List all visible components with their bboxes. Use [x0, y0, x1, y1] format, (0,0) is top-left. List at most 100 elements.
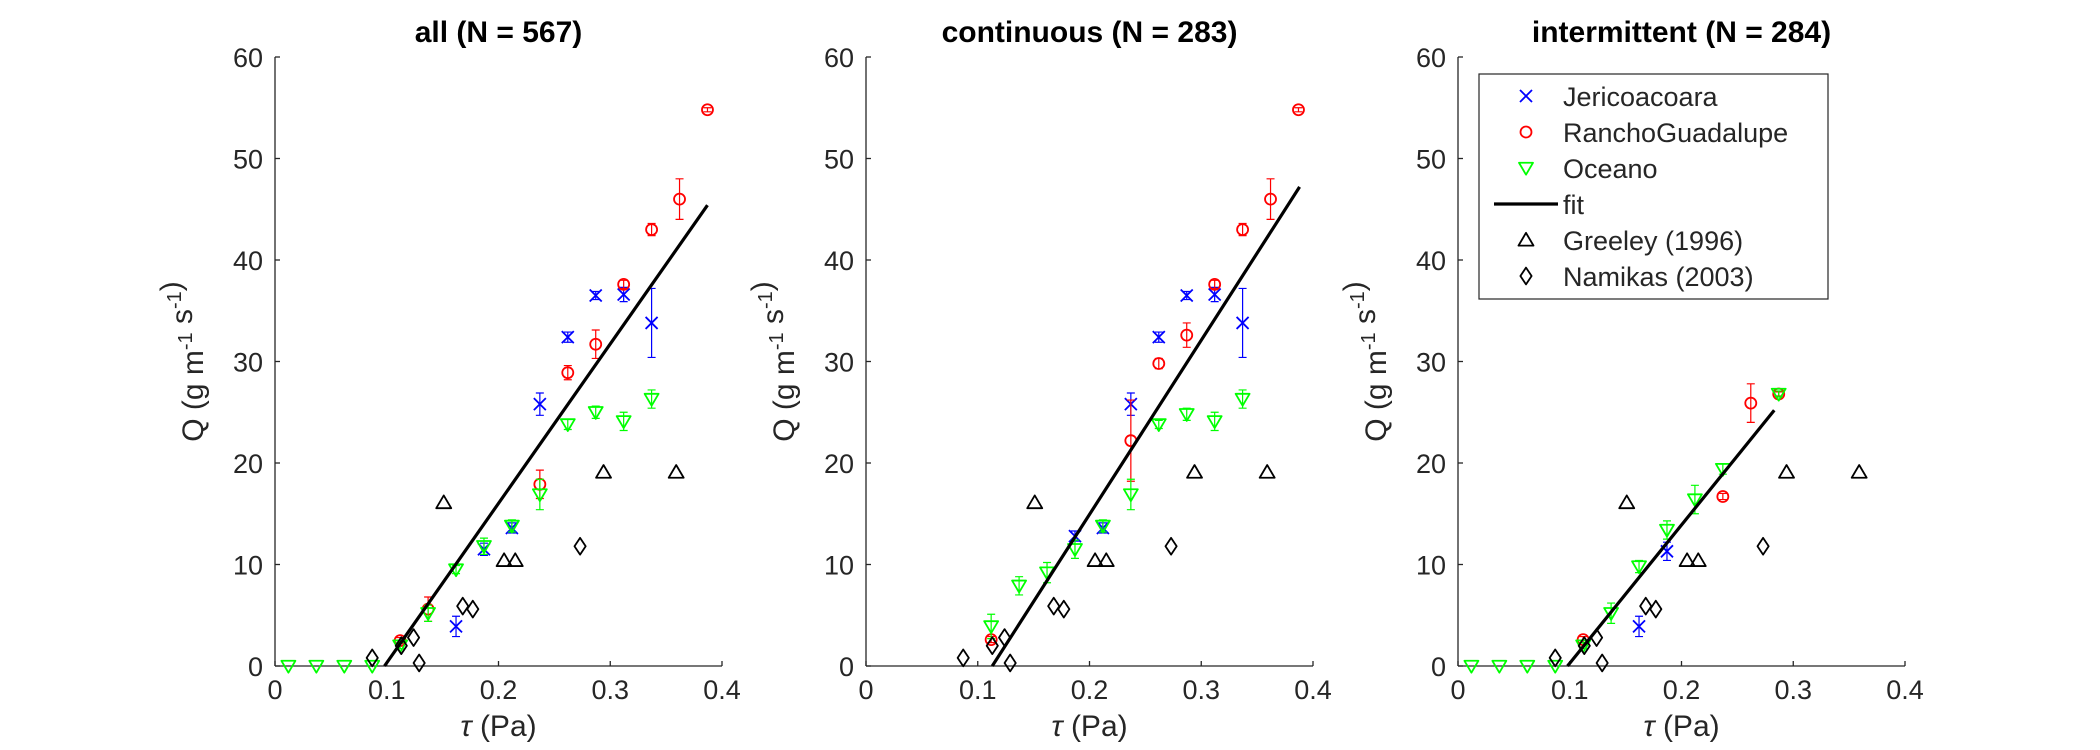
error-bar [1635, 559, 1644, 574]
data-point-down-triangle-marker [559, 418, 576, 432]
data-point-down-triangle-marker [1011, 579, 1027, 594]
data-point-down-triangle-marker [1122, 488, 1139, 503]
data-point-diamond-marker [1047, 596, 1061, 616]
y-axis-label-part: s [757, 309, 790, 332]
data-point-circle-marker [1236, 223, 1249, 236]
data-point-diamond-marker [394, 636, 408, 655]
data-point-x-marker [449, 619, 463, 634]
chart-title: all (N = 567) [415, 16, 583, 49]
series-fit [990, 186, 1301, 667]
x-tick-label: 0.3 [591, 675, 629, 705]
error-bar [1294, 107, 1303, 113]
data-point-circle-marker [701, 103, 714, 117]
error-bar [1746, 383, 1755, 423]
series-oceano [983, 389, 1251, 640]
fit-line [1566, 409, 1776, 668]
y-axis-label: Q (g m-1 s-1) [746, 281, 801, 442]
data-point-circle-marker [1292, 103, 1305, 117]
y-axis-label-exponent: -1 [766, 332, 788, 350]
x-tick-label: 0.1 [1551, 675, 1589, 705]
data-point-down-triangle-marker [476, 540, 492, 554]
data-point-x-marker [533, 397, 547, 411]
data-point-circle-marker [1264, 192, 1277, 206]
data-point-down-triangle-marker [1178, 408, 1195, 422]
data-point-diamond-marker [456, 596, 470, 616]
data-point-x-marker [1180, 288, 1194, 303]
data-point-circle-marker [1208, 277, 1222, 291]
series-jericoacoara [1632, 541, 1674, 638]
data-point-up-triangle-marker [1618, 494, 1636, 510]
x-tick-label: 0.3 [1182, 675, 1220, 705]
data-point-diamond-marker [1003, 653, 1017, 673]
data-point-down-triangle-marker [983, 620, 1000, 634]
x-axis-unit: (Pa) [1655, 710, 1720, 743]
error-bar [675, 178, 684, 220]
y-axis-label-exponent: -1 [164, 291, 186, 309]
data-point-up-triangle-marker [1689, 552, 1707, 567]
series-namikas-2003- [956, 536, 1178, 673]
data-point-up-triangle-marker [506, 552, 524, 567]
data-point-diamond-marker [985, 636, 999, 655]
data-point-down-triangle-marker [420, 607, 436, 621]
data-point-circle-marker [561, 366, 575, 380]
data-point-up-triangle-marker [1186, 464, 1203, 479]
y-axis-label-exponent: -1 [755, 291, 777, 309]
data-point-up-triangle-marker [1097, 552, 1115, 567]
data-point-x-marker [644, 316, 659, 330]
data-point-down-triangle-marker [1518, 161, 1534, 176]
data-point-down-triangle-marker [1234, 392, 1251, 407]
y-tick-label: 10 [233, 551, 263, 581]
data-point-circle-marker [1152, 357, 1166, 370]
error-bar [1182, 407, 1191, 421]
series-fit [383, 204, 709, 667]
y-tick-label: 20 [824, 449, 854, 479]
series-oceano [1463, 387, 1787, 674]
chart-panel-2: 0 0.1 0.2 0.3 0.4 0 10 20 30 40 50 60 continuous (N … [746, 16, 1332, 743]
chart-title: intermittent (N = 284) [1532, 16, 1831, 49]
y-axis-label: Q (g m-1 s-1) [1338, 281, 1393, 442]
data-point-circle-marker [617, 277, 631, 291]
data-point-circle-marker [1519, 125, 1533, 139]
error-bar [591, 329, 600, 360]
data-point-down-triangle-marker [1631, 560, 1647, 575]
y-axis-label-exponent: -1 [1347, 291, 1369, 309]
data-point-down-triangle-marker [1067, 543, 1083, 557]
y-axis-label-part: ) [746, 281, 779, 291]
y-axis-label-exponent: -1 [175, 332, 197, 350]
y-axis-label-part: s [1349, 309, 1382, 332]
data-point-down-triangle-marker [504, 519, 520, 534]
x-tick-label: 0.4 [703, 675, 741, 705]
data-point-down-triangle-marker [1150, 418, 1167, 432]
legend-item: Oceano [1518, 154, 1658, 184]
data-point-x-marker [561, 330, 575, 344]
y-tick-label: 10 [824, 551, 854, 581]
y-tick-label: 30 [233, 348, 263, 378]
legend-box [1478, 73, 1829, 300]
legend-item: Jericoacoara [1519, 82, 1719, 112]
data-point-circle-marker [1744, 396, 1758, 410]
data-point-diamond-marker [1649, 599, 1663, 619]
data-point-diamond-marker [365, 648, 379, 668]
x-axis-symbol: τ [460, 710, 473, 743]
x-axis-unit: (Pa) [472, 710, 537, 743]
data-point-diamond-marker [1519, 266, 1533, 286]
data-point-down-triangle-marker [308, 659, 325, 674]
y-axis-label-part: Q (g m [1360, 350, 1393, 442]
data-point-diamond-marker [1756, 536, 1770, 556]
data-point-down-triangle-marker [1491, 659, 1508, 674]
legend-label: RanchoGuadalupe [1563, 118, 1788, 148]
x-tick-label: 0.1 [959, 675, 997, 705]
data-point-up-triangle-marker [1086, 552, 1104, 567]
data-point-down-triangle-marker [531, 488, 548, 503]
data-point-down-triangle-marker [587, 406, 604, 420]
data-point-up-triangle-marker [667, 464, 685, 479]
data-point-down-triangle-marker [1770, 387, 1787, 402]
series-ranchoguadalupe [393, 103, 714, 648]
error-bar [1154, 419, 1163, 430]
data-point-diamond-marker [573, 536, 587, 556]
chart-panel-1: 0 0.1 0.2 0.3 0.4 0 10 20 30 40 50 60 all (N = 567) τ… [155, 16, 741, 743]
y-tick-label: 30 [824, 348, 854, 378]
data-point-down-triangle-marker [1687, 493, 1703, 508]
error-bar [1154, 357, 1163, 370]
x-axis-label: τ (Pa) [1051, 710, 1127, 743]
